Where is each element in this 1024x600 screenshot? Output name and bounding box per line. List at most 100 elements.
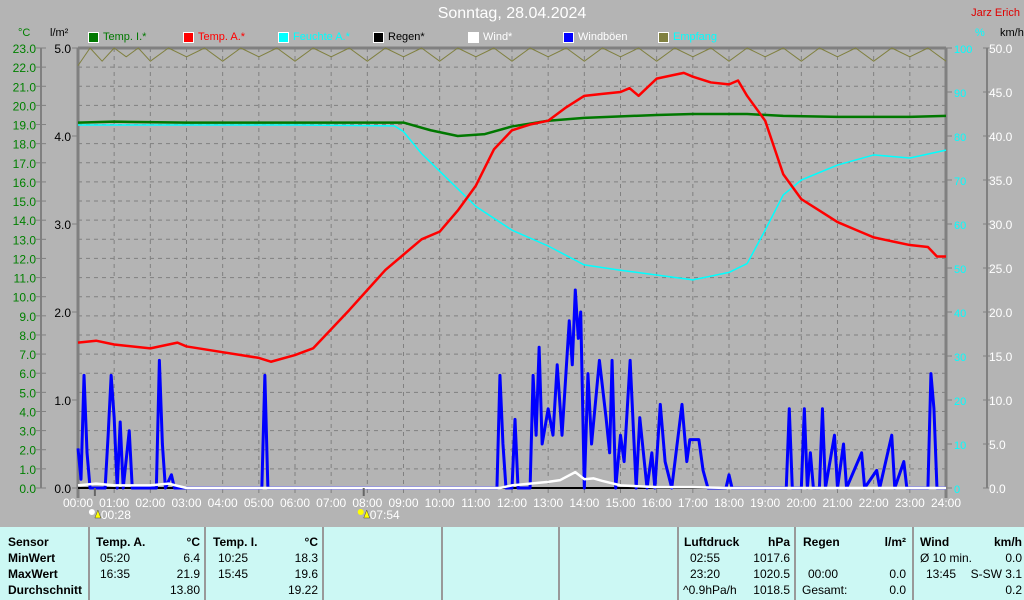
sun-glyph — [357, 509, 364, 515]
temp-tick-label: 20.0 — [13, 99, 37, 113]
x-tick-label: 05:00 — [244, 496, 274, 510]
temp-i-max: 19.6 — [294, 567, 318, 581]
pressure-min-time: 02:55 — [690, 551, 721, 565]
legend-item: Temp. A.* — [183, 31, 245, 43]
rain-tick-label: 5.0 — [54, 42, 71, 56]
legend-item: Regen* — [373, 31, 425, 43]
x-tick-label: 14:00 — [569, 496, 599, 510]
wind-tick-label: 20.0 — [989, 306, 1013, 320]
series-temp-a — [77, 71, 946, 363]
temp-a-header: Temp. A. — [96, 535, 146, 549]
pressure-header: Luftdruck — [684, 535, 740, 549]
x-tick-label: 21:00 — [822, 496, 852, 510]
legend-label: Feuchte A.* — [293, 31, 350, 43]
pressure-max: 1020.5 — [753, 567, 790, 581]
rain-unit-cell: l/m² — [884, 535, 906, 549]
legend-item: Feuchte A.* — [278, 31, 350, 43]
legend-swatch — [278, 31, 289, 43]
temp-tick-label: 2.0 — [19, 444, 36, 458]
legend-label: Empfang — [673, 31, 718, 43]
legend-swatch — [88, 31, 99, 43]
temp-a-min-time: 05:20 — [100, 551, 131, 565]
wind-tick-label: 10.0 — [989, 394, 1013, 408]
temp-tick-label: 0.0 — [19, 482, 36, 496]
temp-a-unit: °C — [186, 535, 200, 549]
temp-tick-label: 4.0 — [19, 405, 36, 419]
legend-label: Temp. A.* — [198, 31, 246, 43]
wind-max: S-SW 3.1 — [970, 567, 1022, 581]
sunrise-icon — [88, 509, 102, 519]
legend-item: Temp. I.* — [88, 31, 146, 43]
temp-tick-label: 23.0 — [13, 42, 37, 56]
sun-arrow — [94, 509, 102, 519]
x-tick-label: 00:00 — [63, 496, 93, 510]
temp-i-max-time: 15:45 — [218, 567, 249, 581]
humidity-tick-label: 60 — [954, 220, 966, 232]
x-tick-label: 19:00 — [750, 496, 780, 510]
temp-tick-label: 13.0 — [13, 233, 37, 247]
humidity-tick-label: 10 — [954, 440, 966, 452]
temp-i-unit: °C — [304, 535, 318, 549]
rain-max-time: 00:00 — [808, 567, 839, 581]
legend-label: Temp. I.* — [103, 31, 147, 43]
sun-arrow — [363, 509, 371, 519]
temp-i-min-time: 10:25 — [218, 551, 249, 565]
humidity-tick-label: 20 — [954, 396, 966, 408]
wind-unit: km/h — [1000, 27, 1024, 39]
humidity-tick-label: 40 — [954, 308, 966, 320]
x-tick-label: 17:00 — [678, 496, 708, 510]
legend-label: Windböen — [578, 31, 628, 43]
pressure-trend: ^0.9hPa/h — [683, 583, 737, 597]
wind-avg: 0.2 — [1005, 583, 1022, 597]
rain-tick-label: 1.0 — [54, 394, 71, 408]
temp-tick-label: 12.0 — [13, 252, 37, 266]
sun-marker-time: 07:54 — [370, 508, 400, 522]
weather-chart: 0.0 1.0 2.0 3.0 4.0 5.0 6.0 7.0 8.0 9.0 10.0 11.0 12… — [13, 42, 1013, 522]
temp-tick-label: 8.0 — [19, 329, 36, 343]
humidity-tick-label: 50 — [954, 264, 966, 276]
wind-tick-label: 45.0 — [989, 86, 1013, 100]
pressure-min: 1017.6 — [753, 551, 790, 565]
wind-tick-label: 40.0 — [989, 130, 1013, 144]
temp-i-header: Temp. I. — [213, 535, 258, 549]
rain-total-label: Gesamt: — [802, 583, 848, 597]
legend-swatch — [373, 31, 384, 43]
author-label: Jarz Erich — [971, 7, 1020, 19]
sensor-header: Sensor — [8, 535, 49, 549]
x-tick-label: 04:00 — [208, 496, 238, 510]
temp-tick-label: 1.0 — [19, 463, 36, 477]
series-feuchte-a — [78, 124, 947, 281]
humidity-tick-label: 0 — [954, 484, 960, 496]
x-tick-label: 07:00 — [316, 496, 346, 510]
temp-unit: °C — [18, 27, 31, 39]
x-tick-label: 11:00 — [461, 496, 490, 510]
rain-unit: l/m² — [50, 27, 69, 39]
pressure-unit: hPa — [767, 535, 790, 549]
legend-item: Wind* — [468, 31, 512, 43]
temp-tick-label: 5.0 — [19, 386, 36, 400]
x-tick-label: 06:00 — [280, 496, 310, 510]
series-wind — [77, 470, 946, 490]
x-tick-label: 18:00 — [714, 496, 744, 510]
rain-tick-label: 3.0 — [54, 218, 71, 232]
temp-tick-label: 17.0 — [13, 157, 37, 171]
temp-a-max-time: 16:35 — [100, 567, 131, 581]
temp-i-avg: 19.22 — [287, 583, 318, 597]
x-tick-label: 20:00 — [786, 496, 816, 510]
temp-tick-label: 15.0 — [13, 195, 37, 209]
temp-a-avg: 13.80 — [169, 583, 200, 597]
rain-tick-label: 2.0 — [54, 306, 71, 320]
series-empfang — [77, 47, 947, 66]
legend-swatch — [563, 31, 574, 43]
rain-tick-label: 0.0 — [54, 482, 71, 496]
wind-tick-label: 30.0 — [989, 218, 1013, 232]
legend-swatch — [183, 31, 194, 43]
wind-tick-label: 0.0 — [989, 482, 1006, 496]
x-tick-label: 24:00 — [931, 496, 961, 510]
wind-tick-label: 50.0 — [989, 42, 1013, 56]
temp-tick-label: 14.0 — [13, 214, 37, 228]
x-tick-label: 12:00 — [497, 496, 527, 510]
legend-swatch — [468, 31, 479, 43]
x-tick-label: 15:00 — [605, 496, 635, 510]
temp-a-min: 6.4 — [183, 551, 200, 565]
